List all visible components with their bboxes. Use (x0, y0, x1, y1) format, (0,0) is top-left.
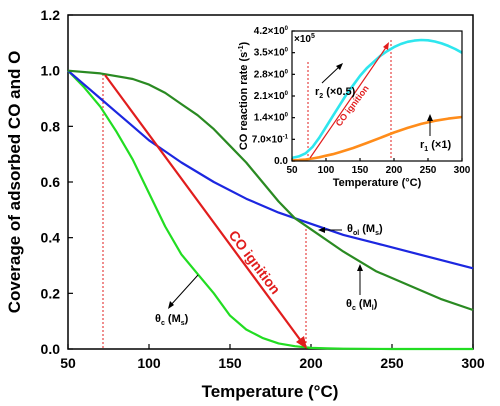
main-y-tick-label: 0.6 (41, 174, 61, 190)
main-y-tick-label: 0.0 (41, 341, 61, 357)
main-x-tick-label: 50 (60, 355, 76, 371)
main-series-line-0 (67, 69, 473, 351)
main-y-tick-label: 0.4 (41, 230, 61, 246)
main-series-line-2 (67, 69, 474, 312)
theta-c-ml-annotation: θc (Ml) (346, 264, 378, 312)
inset-y-tick-label: 1.4×100 (254, 113, 289, 124)
inset-x-tick-label: 50 (286, 165, 298, 176)
main-y-tick-label: 0.2 (41, 285, 61, 301)
inset-x-tick-label: 200 (386, 165, 403, 176)
inset-multiplier: ×105 (294, 33, 315, 45)
inset-x-tick-label: 250 (420, 165, 437, 176)
main-y-tick-label: 1.2 (41, 7, 61, 23)
main-y-ticks: 0.0 0.2 0.4 0.6 0.8 1.0 1.2 (41, 7, 73, 357)
inset-y-ticks: 0.0 7.0×10-1 1.4×100 2.1×100 2.8×100 3.5×100 4… (252, 26, 295, 167)
inset-y-tick-label: 2.8×100 (254, 69, 289, 80)
svg-text:θc (Ms): θc (Ms) (155, 313, 189, 327)
inset-y-tick-label: 3.5×100 (254, 48, 289, 59)
inset-y-axis-label: CO reaction rate (s-1) (238, 42, 250, 151)
r1-annotation: r1 (×1) (420, 114, 451, 153)
inset-y-tick-label: 4.2×100 (254, 26, 289, 37)
ignition-label: CO ignition (226, 227, 284, 297)
r2-annotation: r2 (×0.5) (315, 63, 356, 100)
inset-series-line-1 (291, 115, 463, 162)
inset-y-tick-label: 2.1×100 (254, 91, 289, 102)
inset-x-tick-label: 150 (352, 165, 369, 176)
inset-x-tick-label: 100 (318, 165, 335, 176)
ignition-guides (102, 74, 307, 349)
main-series-line-1 (67, 69, 474, 270)
inset-ignition-arrow (309, 42, 389, 159)
main-x-tick-label: 200 (299, 355, 323, 371)
inset-chart: CO ignition 0.07.0×10-11.4×1002.1×1002.8… (238, 26, 471, 189)
main-x-tick-label: 100 (137, 355, 161, 371)
inset-x-tick-label: 300 (454, 165, 471, 176)
inset-x-ticks: 50 100 150 200 250 300 (286, 158, 471, 176)
svg-text:r2 (×0.5): r2 (×0.5) (315, 86, 356, 100)
main-y-tick-label: 1.0 (41, 63, 61, 79)
inset-y-tick-label: 7.0×10-1 (252, 134, 289, 145)
inset-series (291, 38, 463, 162)
main-x-ticks: 50 100 150 200 250 300 (60, 344, 485, 371)
inset-x-axis-label: Temperature (°C) (333, 177, 422, 189)
main-x-tick-label: 150 (218, 355, 242, 371)
main-x-axis-label: Temperature (°C) (202, 382, 339, 401)
main-x-tick-label: 250 (380, 355, 404, 371)
theta-ol-ms-annotation: θol (Ms) (318, 223, 383, 237)
theta-c-ms-annotation: θc (Ms) (155, 274, 199, 327)
main-series (67, 69, 474, 351)
inset-series-line-0 (291, 38, 463, 160)
main-x-tick-label: 300 (461, 355, 485, 371)
svg-text:θc (Ml): θc (Ml) (346, 298, 378, 312)
svg-text:θol (Ms): θol (Ms) (347, 223, 383, 237)
ignition-arrow (104, 74, 307, 349)
inset-y-tick-label: 0.0 (274, 156, 288, 167)
svg-text:r1 (×1): r1 (×1) (420, 139, 451, 153)
main-y-axis-label: Coverage of adsorbed CO and O (5, 51, 24, 314)
main-y-tick-label: 0.8 (41, 118, 61, 134)
inset-ignition-guides (307, 40, 392, 160)
